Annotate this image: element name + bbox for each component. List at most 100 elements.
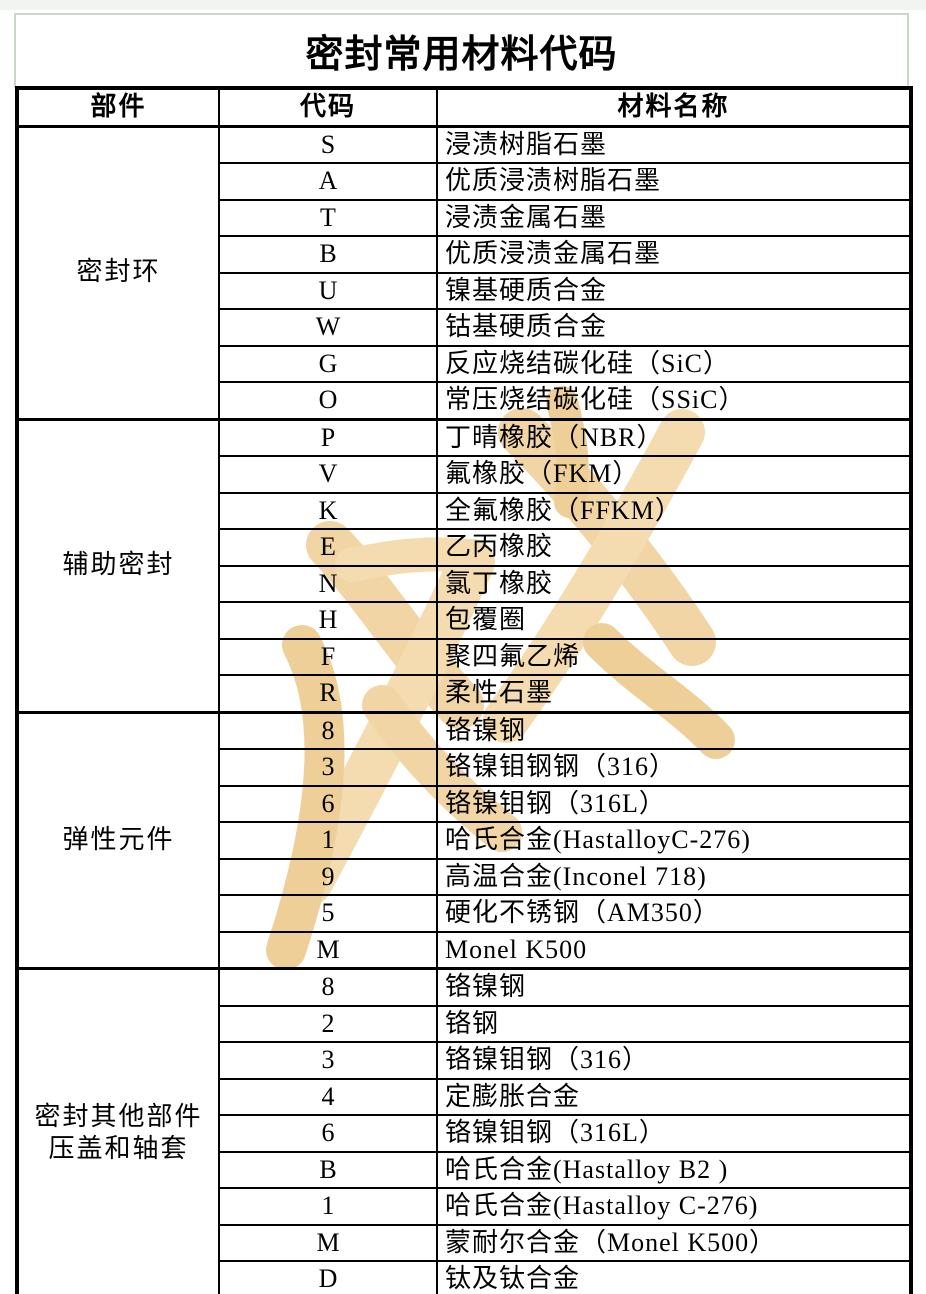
table-row: 辅助密封 P 丁晴橡胶（NBR） <box>16 417 912 713</box>
material-cell: 优质浸渍树脂石墨 <box>436 162 912 201</box>
header-part: 部件 <box>16 87 220 128</box>
code-cell: N <box>218 564 438 603</box>
table-row: 4 定膨胀合金 <box>17 1077 912 1116</box>
table-row: M Monel K500 <box>17 930 912 970</box>
code-cell: 1 <box>218 821 438 860</box>
header-row: 部件 代码 材料名称 <box>16 87 912 128</box>
material-cell: 浸渍金属石墨 <box>436 198 912 237</box>
title-box: 密封常用材料代码 <box>14 13 909 88</box>
material-cell: 铬镍钢 <box>436 967 912 1007</box>
material-cell: Monel K500 <box>436 930 912 970</box>
material-cell: 蒙耐尔合金（Monel K500） <box>436 1223 912 1262</box>
table-header: 部件 代码 材料名称 <box>16 87 912 128</box>
material-cell: 反应烧结碳化硅（SiC） <box>436 344 912 383</box>
code-cell: S <box>218 124 438 164</box>
material-cell: 哈氏合金(Hastalloy B2 ) <box>436 1150 912 1189</box>
code-cell: E <box>218 528 438 567</box>
material-cell: 聚四氟乙烯 <box>436 637 912 676</box>
code-cell: 1 <box>218 1187 438 1226</box>
table-row: 6 铬镍钼钢（316L） <box>17 1114 912 1153</box>
material-cell: 常压烧结碳化硅（SSiC） <box>436 381 912 420</box>
code-cell: 3 <box>218 1041 438 1080</box>
code-cell: 8 <box>218 967 438 1007</box>
material-cell: 钴基硬质合金 <box>436 308 912 347</box>
code-cell: 6 <box>218 784 438 823</box>
table-row: M 蒙耐尔合金（Monel K500） <box>17 1223 912 1262</box>
table-row: 3 铬镍钼钢（316） <box>17 1041 912 1080</box>
seal-material-code-table: 部件 代码 材料名称 密封环 S 浸渍树脂石墨 A 优质浸渍树脂石墨 T 浸渍金属石墨 B 优质… <box>15 86 913 1294</box>
code-cell: 6 <box>218 1114 438 1153</box>
material-cell: 铬镍钢 <box>436 710 912 750</box>
material-cell: 铬镍钼钢（316L） <box>436 1114 912 1153</box>
material-cell: 硬化不锈钢（AM350） <box>436 894 912 933</box>
part-cell: 辅助密封 <box>16 417 220 713</box>
table-row: B 哈氏合金(Hastalloy B2 ) <box>17 1150 912 1189</box>
code-cell: M <box>218 1223 438 1262</box>
material-cell: 镍基硬质合金 <box>436 271 912 310</box>
table-wrapper: 部件 代码 材料名称 密封环 S 浸渍树脂石墨 A 优质浸渍树脂石墨 T 浸渍金属石墨 B 优质… <box>15 86 913 1294</box>
code-cell: 9 <box>218 857 438 896</box>
material-cell: 高温合金(Inconel 718) <box>436 857 912 896</box>
code-cell: V <box>218 455 438 494</box>
part-label-line: 压盖和轴套 <box>48 1134 189 1164</box>
code-cell: 5 <box>218 894 438 933</box>
material-cell: 铬镍钼钢（316） <box>436 1041 912 1080</box>
table-row: 弹性元件 8 铬镍钢 <box>16 710 912 970</box>
part-cell: 弹性元件 <box>16 710 220 970</box>
material-cell: 定膨胀合金 <box>436 1077 912 1116</box>
material-cell: 优质浸渍金属石墨 <box>436 235 912 274</box>
material-cell: 铬镍钼钢（316L） <box>436 784 912 823</box>
code-cell: D <box>218 1260 438 1294</box>
code-cell: P <box>218 417 438 457</box>
part-cell: 密封环 <box>16 124 220 420</box>
page-top-edge <box>0 0 926 10</box>
part-cell: 密封其他部件 压盖和轴套 <box>16 967 220 1294</box>
code-cell: R <box>218 674 438 713</box>
part-label-line: 密封环 <box>76 257 161 287</box>
code-cell: B <box>218 235 438 274</box>
part-label-line: 弹性元件 <box>62 825 175 854</box>
table-row: W 钴基硬质合金 <box>17 308 912 347</box>
material-cell: 哈氏合金(Hastalloy C-276) <box>436 1187 912 1226</box>
table-body: 密封环 S 浸渍树脂石墨 A 优质浸渍树脂石墨 T 浸渍金属石墨 B 优质浸渍金属石墨 U 镍基硬质… <box>16 124 912 1294</box>
part-label-line: 密封其他部件 <box>34 1101 203 1131</box>
code-cell: 4 <box>218 1077 438 1116</box>
table-row: 2 铬钢 <box>17 1004 912 1043</box>
material-cell: 铬钢 <box>436 1004 912 1043</box>
page-title: 密封常用材料代码 <box>305 34 618 76</box>
header-code: 代码 <box>218 87 438 128</box>
table-row: A 优质浸渍树脂石墨 <box>17 162 912 201</box>
material-cell: 包覆圈 <box>436 601 912 640</box>
material-cell: 全氟橡胶（FFKM） <box>436 491 912 530</box>
material-cell: 氟橡胶（FKM） <box>436 455 912 494</box>
material-cell: 柔性石墨 <box>436 674 912 713</box>
table-row: T 浸渍金属石墨 <box>17 198 912 237</box>
code-cell: O <box>218 381 438 420</box>
table-row: B 优质浸渍金属石墨 <box>17 235 912 274</box>
header-material: 材料名称 <box>436 87 912 128</box>
code-cell: B <box>218 1150 438 1189</box>
code-cell: K <box>218 491 438 530</box>
code-cell: A <box>218 162 438 201</box>
material-cell: 哈氏合金(HastalloyC-276) <box>436 821 912 860</box>
code-cell: F <box>218 637 438 676</box>
code-cell: 2 <box>218 1004 438 1043</box>
material-cell: 丁晴橡胶（NBR） <box>436 417 912 457</box>
part-label-line: 辅助密封 <box>62 550 175 580</box>
table-row: O 常压烧结碳化硅（SSiC） <box>17 381 912 420</box>
table-row: 密封环 S 浸渍树脂石墨 <box>16 124 912 420</box>
material-cell: 钛及钛合金 <box>436 1260 912 1294</box>
code-cell: H <box>218 601 438 640</box>
material-cell: 铬镍钼钢钢（316） <box>436 748 912 787</box>
code-cell: T <box>218 198 438 237</box>
code-cell: G <box>218 344 438 383</box>
table-row: 1 哈氏合金(Hastalloy C-276) <box>17 1187 912 1226</box>
code-cell: M <box>218 930 438 970</box>
code-cell: 8 <box>218 710 438 750</box>
table-row: 密封其他部件 压盖和轴套 8 铬镍钢 <box>16 967 912 1294</box>
table-row: U 镍基硬质合金 <box>17 271 912 310</box>
code-cell: 3 <box>218 748 438 787</box>
material-cell: 氯丁橡胶 <box>436 564 912 603</box>
material-cell: 乙丙橡胶 <box>436 528 912 567</box>
